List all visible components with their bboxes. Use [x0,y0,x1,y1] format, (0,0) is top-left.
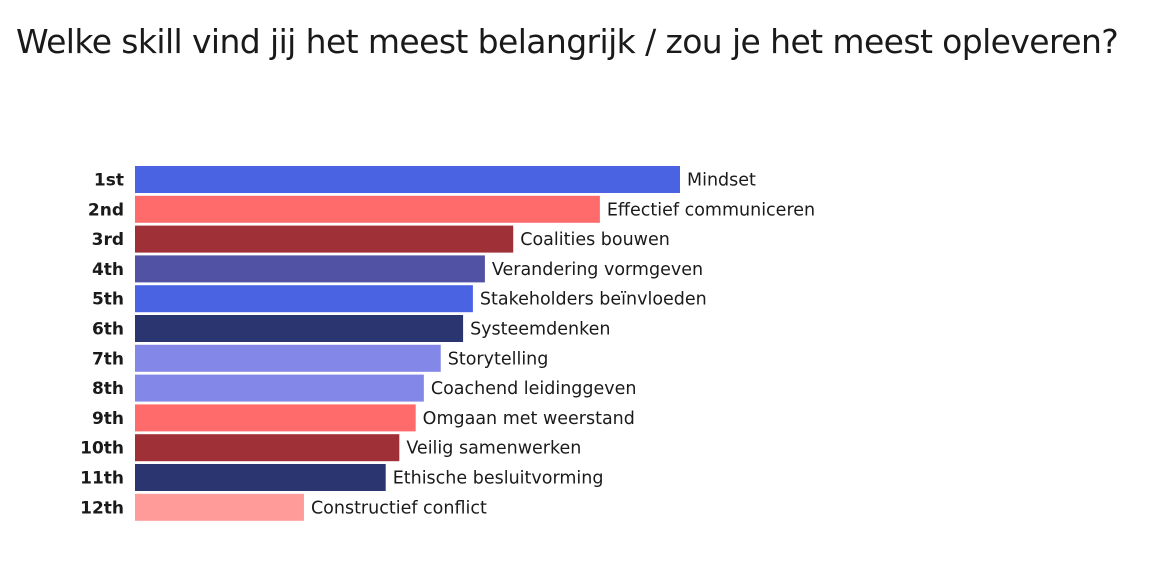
rank-label: 5th [92,290,124,310]
rank-label: 7th [92,349,124,369]
bar [135,195,600,223]
rank-label: 8th [92,379,124,399]
bar [135,434,400,462]
bar [135,344,441,372]
bar [135,493,304,521]
bar-label: Storytelling [448,349,549,369]
bar-label: Verandering vormgeven [492,260,703,280]
bar-label: Coalities bouwen [520,230,670,250]
rank-label: 3rd [92,230,124,250]
bar [135,404,416,432]
rank-label: 9th [92,409,124,429]
bar-label: Ethische besluitvorming [393,469,604,489]
rank-label: 1st [94,171,124,191]
bar [135,374,424,402]
bar [135,166,680,193]
bar-label: Constructief conflict [311,498,487,518]
bar-label: Veilig samenwerken [406,439,581,459]
bar-label: Systeemdenken [470,320,610,340]
bar [135,315,464,342]
rank-label: 12th [80,498,124,518]
rank-label: 10th [80,439,124,459]
bar [135,225,514,253]
rank-label: 4th [92,260,124,280]
rank-label: 6th [92,320,124,340]
bar-label: Stakeholders beïnvloeden [480,290,707,310]
rank-label: 2nd [88,200,124,220]
bar [135,255,485,283]
bar [135,285,473,313]
bar-label: Coachend leidinggeven [431,379,637,399]
rank-label: 11th [80,469,124,489]
bar-label: Mindset [687,171,756,191]
bar [135,464,386,491]
bar-label: Effectief communiceren [607,200,815,220]
chart-title: Welke skill vind jij het meest belangrij… [16,22,1119,61]
bar-label: Omgaan met weerstand [423,409,635,429]
